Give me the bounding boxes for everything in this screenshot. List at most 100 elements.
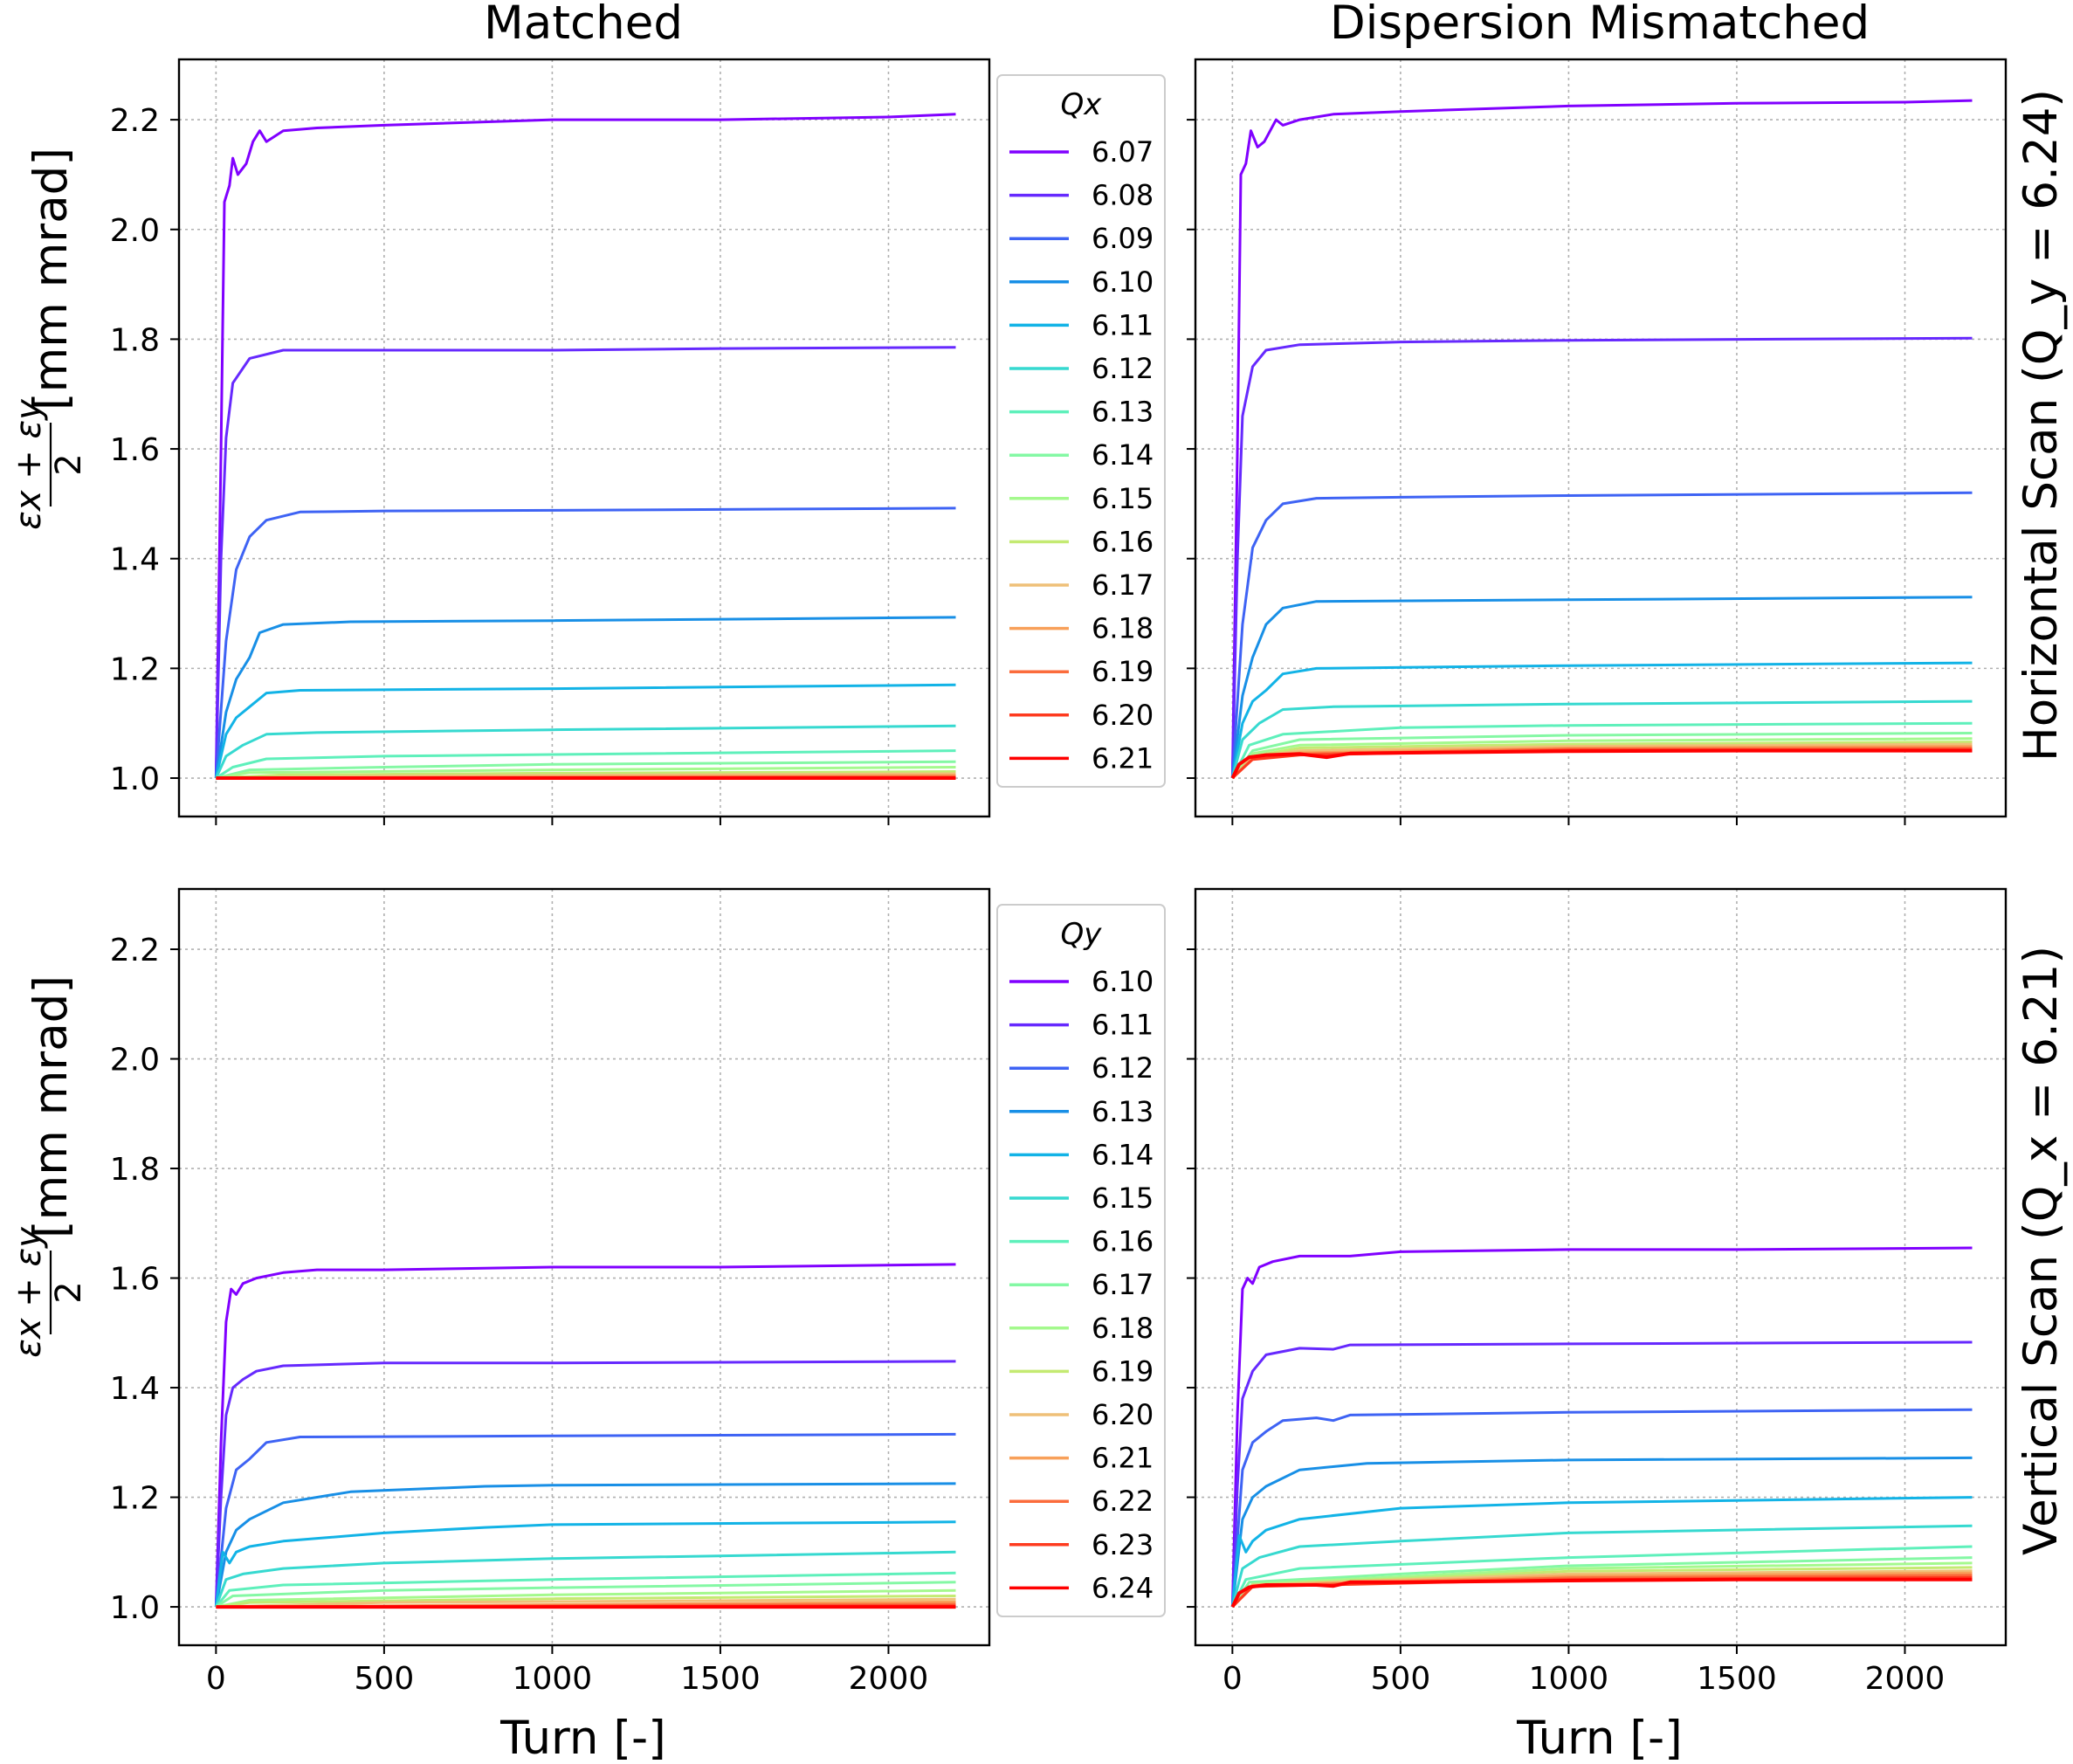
panel-mismatched-vertical: 0 500 1000 1500 2000 [1187, 887, 2008, 1697]
legend-title: Qx [1061, 87, 1103, 122]
y-tick-label: 2.2 [110, 103, 160, 139]
ylabel-denominator: 2 [49, 1281, 89, 1303]
series-line-6.07 [1230, 99, 1973, 779]
y-tick-label: 1.4 [110, 542, 160, 578]
ylabel-top: εx + εy 2 [mm mrad] [9, 148, 89, 530]
y-tick-label: 2.2 [110, 933, 160, 968]
y-tick-label: 1.6 [110, 1262, 160, 1298]
series-line-6.11 [1230, 1340, 1973, 1608]
series-line-6.13 [1230, 1456, 1973, 1608]
y-tick-label: 2.0 [110, 213, 160, 249]
col-title-matched: Matched [484, 0, 683, 50]
y-tick-label: 1.2 [110, 1481, 160, 1517]
legend-label: 6.12 [1092, 352, 1154, 385]
series-line-6.16 [1231, 1545, 1973, 1608]
series-line-6.11 [1230, 661, 1973, 779]
y-tick-label: 1.6 [110, 432, 160, 468]
legend-label: 6.09 [1092, 222, 1154, 255]
legend-label: 6.17 [1092, 568, 1154, 602]
legend-qy: Qy 6.10 6.11 6.12 6.13 6.14 6.15 6.16 6.17 6.18 6.… [996, 904, 1166, 1617]
legend-label: 6.19 [1092, 1354, 1154, 1388]
panel-matched-vertical: 0 500 1000 1500 2000 1.0 1.2 1.4 1.6 1.8 2.0 2.2 [110, 887, 991, 1697]
legend-label: 6.16 [1092, 1225, 1154, 1258]
axes-frame [1194, 58, 2008, 818]
x-tick-label: 2000 [1865, 1661, 1946, 1697]
series-line-6.07 [214, 113, 956, 779]
legend-label: 6.16 [1092, 525, 1154, 558]
x-tick-label: 500 [355, 1661, 415, 1697]
series-line-6.17 [215, 1581, 956, 1609]
legend-label: 6.20 [1092, 1398, 1154, 1431]
x-tick-label: 0 [1222, 1661, 1243, 1697]
y-tick-label: 1.2 [110, 651, 160, 687]
legend-label: 6.08 [1092, 179, 1154, 212]
legend-label: 6.11 [1092, 1009, 1154, 1042]
xlabel-left: Turn [-] [499, 1712, 666, 1764]
x-tick-label: 1000 [513, 1661, 593, 1697]
x-tick-label: 1000 [1529, 1661, 1609, 1697]
legend-label: 6.19 [1092, 655, 1154, 688]
legend-label: 6.07 [1092, 135, 1154, 169]
series-line-6.14 [1230, 1496, 1973, 1608]
x-tick-label: 500 [1371, 1661, 1431, 1697]
legend-label: 6.14 [1092, 438, 1154, 472]
series-line-6.21 [1230, 748, 1973, 779]
legend-label: 6.23 [1092, 1528, 1154, 1561]
legend-label: 6.14 [1092, 1138, 1154, 1171]
legend-label: 6.20 [1092, 699, 1154, 732]
legend-label: 6.15 [1092, 1182, 1154, 1215]
series-line-6.12 [1230, 699, 1973, 779]
legend-label: 6.24 [1092, 1571, 1154, 1604]
legend-label: 6.15 [1092, 482, 1154, 515]
ylabel-denominator: 2 [49, 453, 89, 475]
series-line-6.10 [1230, 1246, 1973, 1608]
series-line-6.19 [216, 1595, 956, 1609]
legend-label: 6.11 [1092, 308, 1154, 341]
series-line-6.08 [1230, 336, 1973, 779]
series-line-6.13 [214, 1482, 956, 1608]
grid [179, 59, 989, 817]
axes-frame [1194, 887, 2008, 1647]
ylabel-units: [mm mrad] [24, 148, 78, 410]
series-line-6.12 [215, 724, 956, 779]
grid [1195, 889, 2006, 1645]
series-line-6.13 [215, 749, 956, 780]
legend-label: 6.21 [1092, 741, 1154, 775]
y-tick-label: 2.0 [110, 1043, 160, 1078]
series-line-6.16 [215, 1571, 956, 1609]
legend-title: Qy [1061, 917, 1103, 952]
series-line-6.13 [1231, 721, 1973, 779]
row-label-horizontal-scan: Horizontal Scan (Q_y = 6.24) [2014, 89, 2068, 761]
series-line-6.15 [214, 1550, 956, 1608]
axes-frame [177, 887, 991, 1647]
y-tick-label: 1.0 [110, 761, 160, 797]
series-line-6.15 [1230, 1524, 1973, 1608]
legend-label: 6.13 [1092, 1095, 1154, 1128]
series-line-6.10 [1230, 596, 1973, 779]
col-title-dispersion-mismatched: Dispersion Mismatched [1330, 0, 1870, 50]
legend-qx: Qx 6.07 6.08 6.09 6.10 6.11 6.12 6.13 6.14 6.15 6.… [996, 74, 1166, 788]
legend-label: 6.10 [1092, 265, 1154, 299]
y-tick-label: 1.8 [110, 1152, 160, 1188]
x-tick-label: 1500 [680, 1661, 761, 1697]
x-tick-label: 0 [206, 1661, 226, 1697]
y-tick-label: 1.4 [110, 1371, 160, 1407]
series-line-6.14 [216, 760, 956, 780]
ylabel-bottom: εx + εy 2 [mm mrad] [9, 975, 89, 1358]
series-line-6.12 [1230, 1408, 1973, 1608]
legend-label: 6.17 [1092, 1268, 1154, 1301]
series-line-6.14 [214, 1520, 956, 1608]
series-line-6.11 [214, 1360, 956, 1608]
legend-label: 6.22 [1092, 1485, 1154, 1518]
series-line-6.10 [214, 616, 956, 779]
series-line-6.08 [214, 346, 956, 779]
ylabel-numerator: εx + εy [9, 398, 49, 530]
series-line-6.11 [214, 683, 956, 779]
legend-label: 6.21 [1092, 1442, 1154, 1475]
panel-matched-horizontal: 1.0 1.2 1.4 1.6 1.8 2.0 2.2 [110, 58, 991, 825]
series-line-6.09 [214, 506, 956, 779]
panel-mismatched-horizontal [1187, 58, 2008, 825]
legend-label: 6.18 [1092, 612, 1154, 645]
legend-label: 6.18 [1092, 1312, 1154, 1345]
